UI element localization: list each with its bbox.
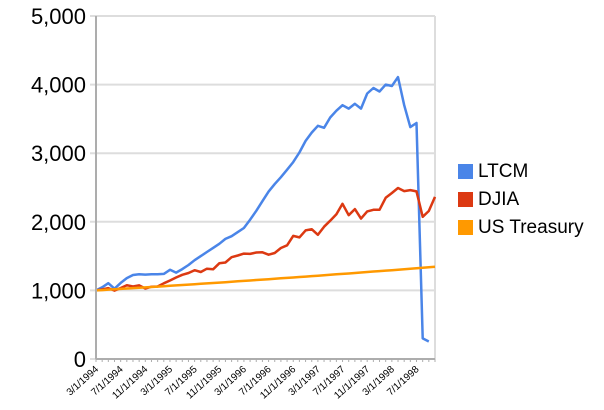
- y-axis-label: 5,000: [31, 4, 86, 29]
- series-line-ltcm: [95, 75, 430, 343]
- legend-item-us-treasury: US Treasury: [458, 217, 584, 238]
- ltcm-legend-label: LTCM: [478, 161, 529, 182]
- legend-item-djia: DJIA: [458, 189, 584, 210]
- us-treasury-swatch: [458, 220, 473, 235]
- legend: LTCM DJIA US Treasury: [458, 161, 584, 248]
- y-axis-label: 3,000: [31, 141, 86, 166]
- y-axis-label: 4,000: [31, 73, 86, 98]
- us-treasury-legend-label: US Treasury: [478, 217, 584, 238]
- ltcm-swatch: [458, 164, 473, 179]
- series-line-us-treasury: [95, 265, 436, 292]
- y-axis-label: 2,000: [31, 210, 86, 235]
- djia-swatch: [458, 192, 473, 207]
- y-axis-label: 0: [74, 347, 86, 372]
- y-axis-label: 1,000: [31, 278, 86, 303]
- djia-legend-label: DJIA: [478, 189, 520, 210]
- legend-item-ltcm: LTCM: [458, 161, 584, 182]
